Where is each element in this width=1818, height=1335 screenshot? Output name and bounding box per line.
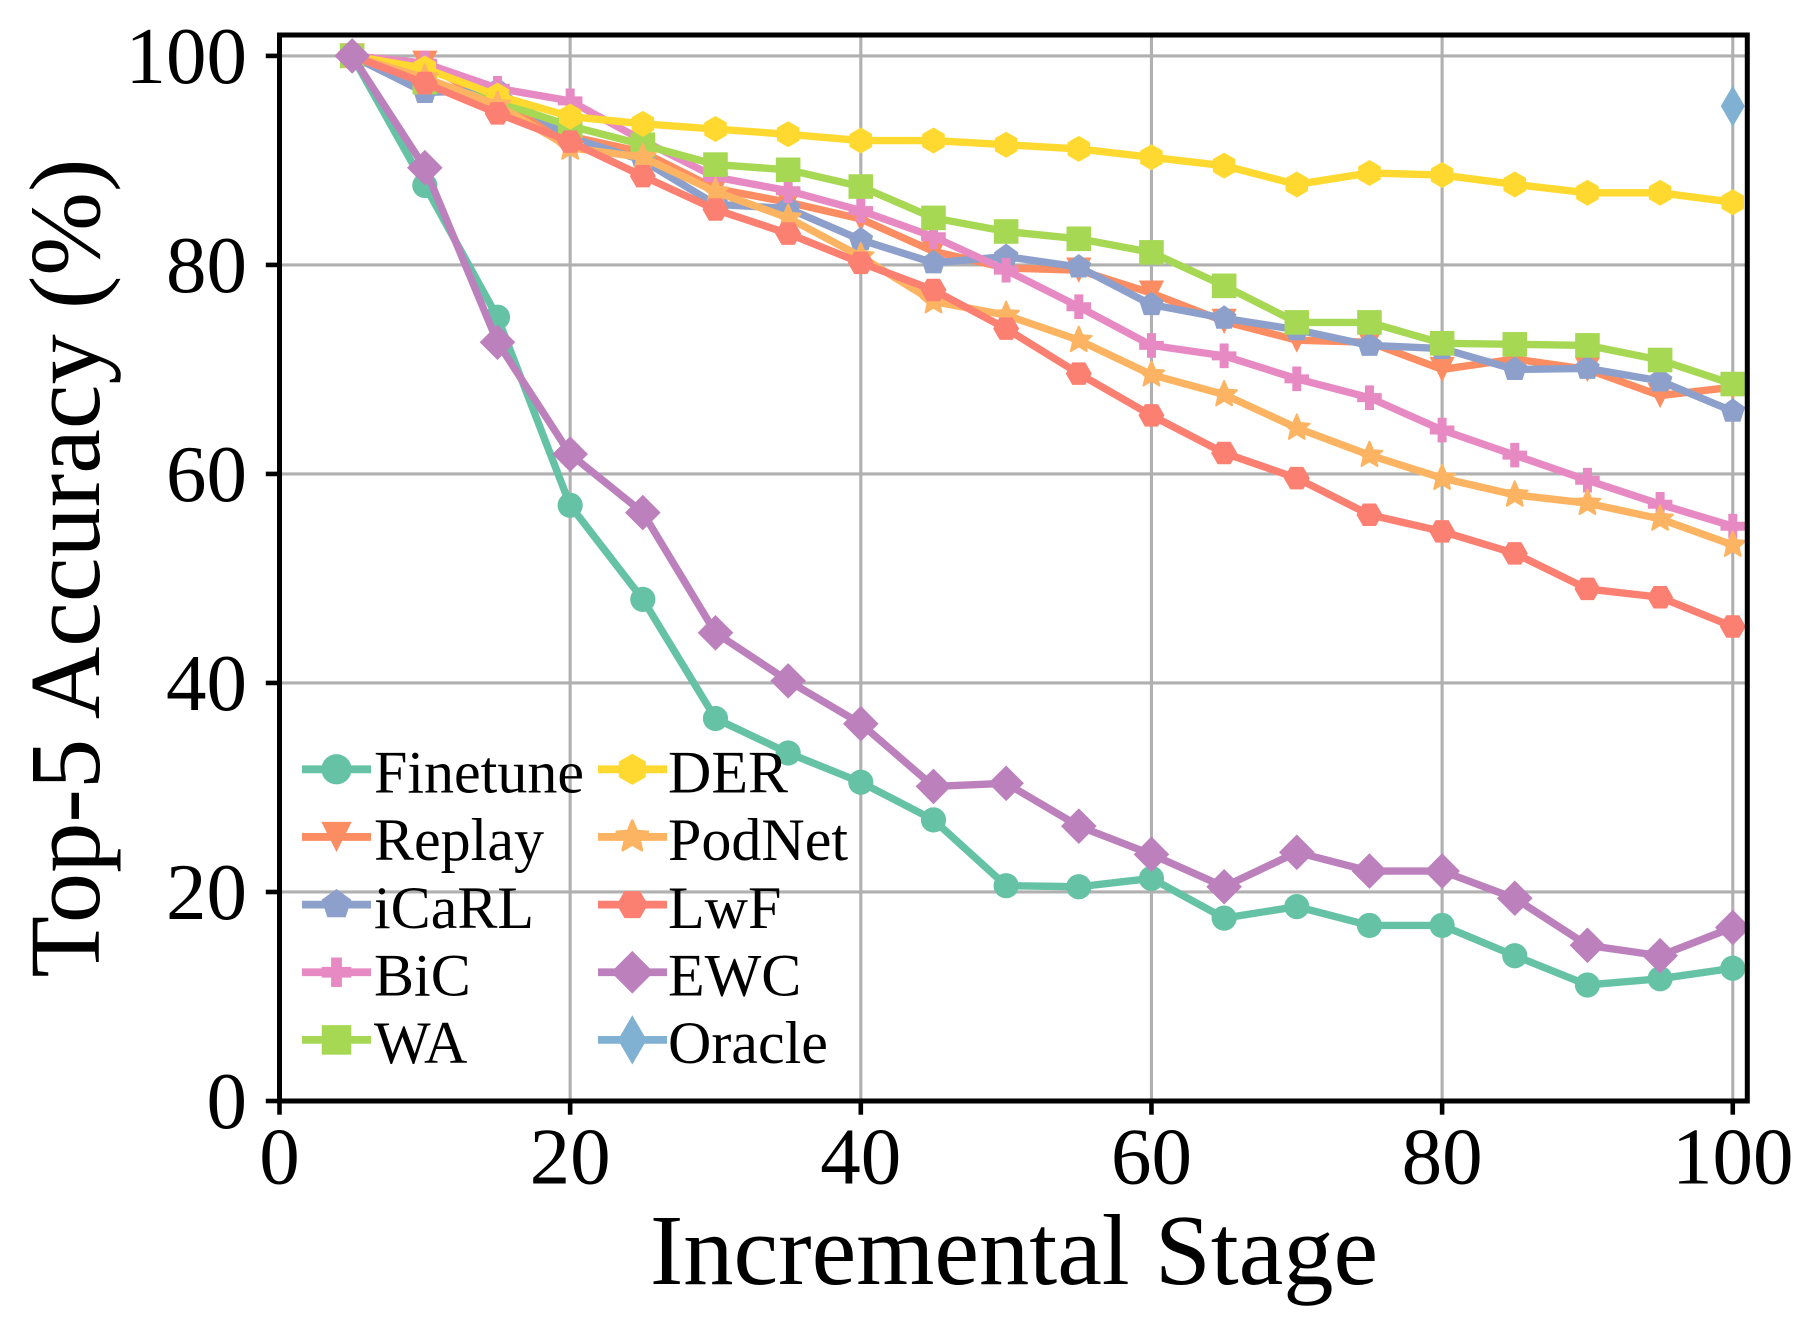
svg-text:100: 100 <box>126 11 248 101</box>
svg-text:20: 20 <box>530 1112 611 1202</box>
svg-text:100: 100 <box>1672 1112 1794 1202</box>
svg-text:iCaRL: iCaRL <box>374 875 534 941</box>
svg-text:40: 40 <box>820 1112 901 1202</box>
svg-text:0: 0 <box>259 1112 300 1202</box>
svg-text:Incremental Stage: Incremental Stage <box>650 1194 1378 1306</box>
svg-text:80: 80 <box>1402 1112 1483 1202</box>
svg-text:WA: WA <box>374 1010 467 1076</box>
svg-text:DER: DER <box>668 740 788 806</box>
svg-text:40: 40 <box>166 638 247 728</box>
svg-text:20: 20 <box>166 847 247 937</box>
svg-text:PodNet: PodNet <box>668 807 848 873</box>
svg-text:60: 60 <box>1111 1112 1192 1202</box>
svg-text:BiC: BiC <box>374 942 471 1008</box>
svg-text:Top-5 Accuracy (%): Top-5 Accuracy (%) <box>9 159 121 978</box>
svg-text:LwF: LwF <box>668 875 781 941</box>
svg-text:0: 0 <box>207 1056 248 1146</box>
svg-text:60: 60 <box>166 429 247 519</box>
svg-text:Finetune: Finetune <box>374 740 584 806</box>
svg-text:Replay: Replay <box>374 807 544 873</box>
svg-text:Oracle: Oracle <box>668 1010 828 1076</box>
svg-text:80: 80 <box>166 220 247 310</box>
svg-text:EWC: EWC <box>668 942 801 1008</box>
